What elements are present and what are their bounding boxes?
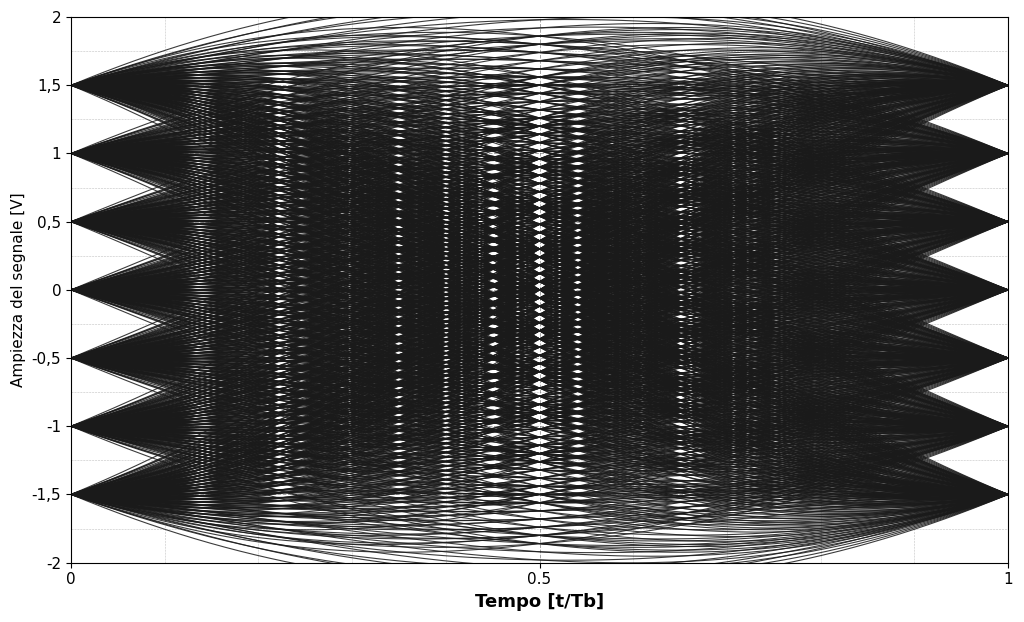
Y-axis label: Ampiezza del segnale [V]: Ampiezza del segnale [V] — [11, 193, 26, 387]
X-axis label: Tempo [t/Tb]: Tempo [t/Tb] — [475, 593, 604, 611]
